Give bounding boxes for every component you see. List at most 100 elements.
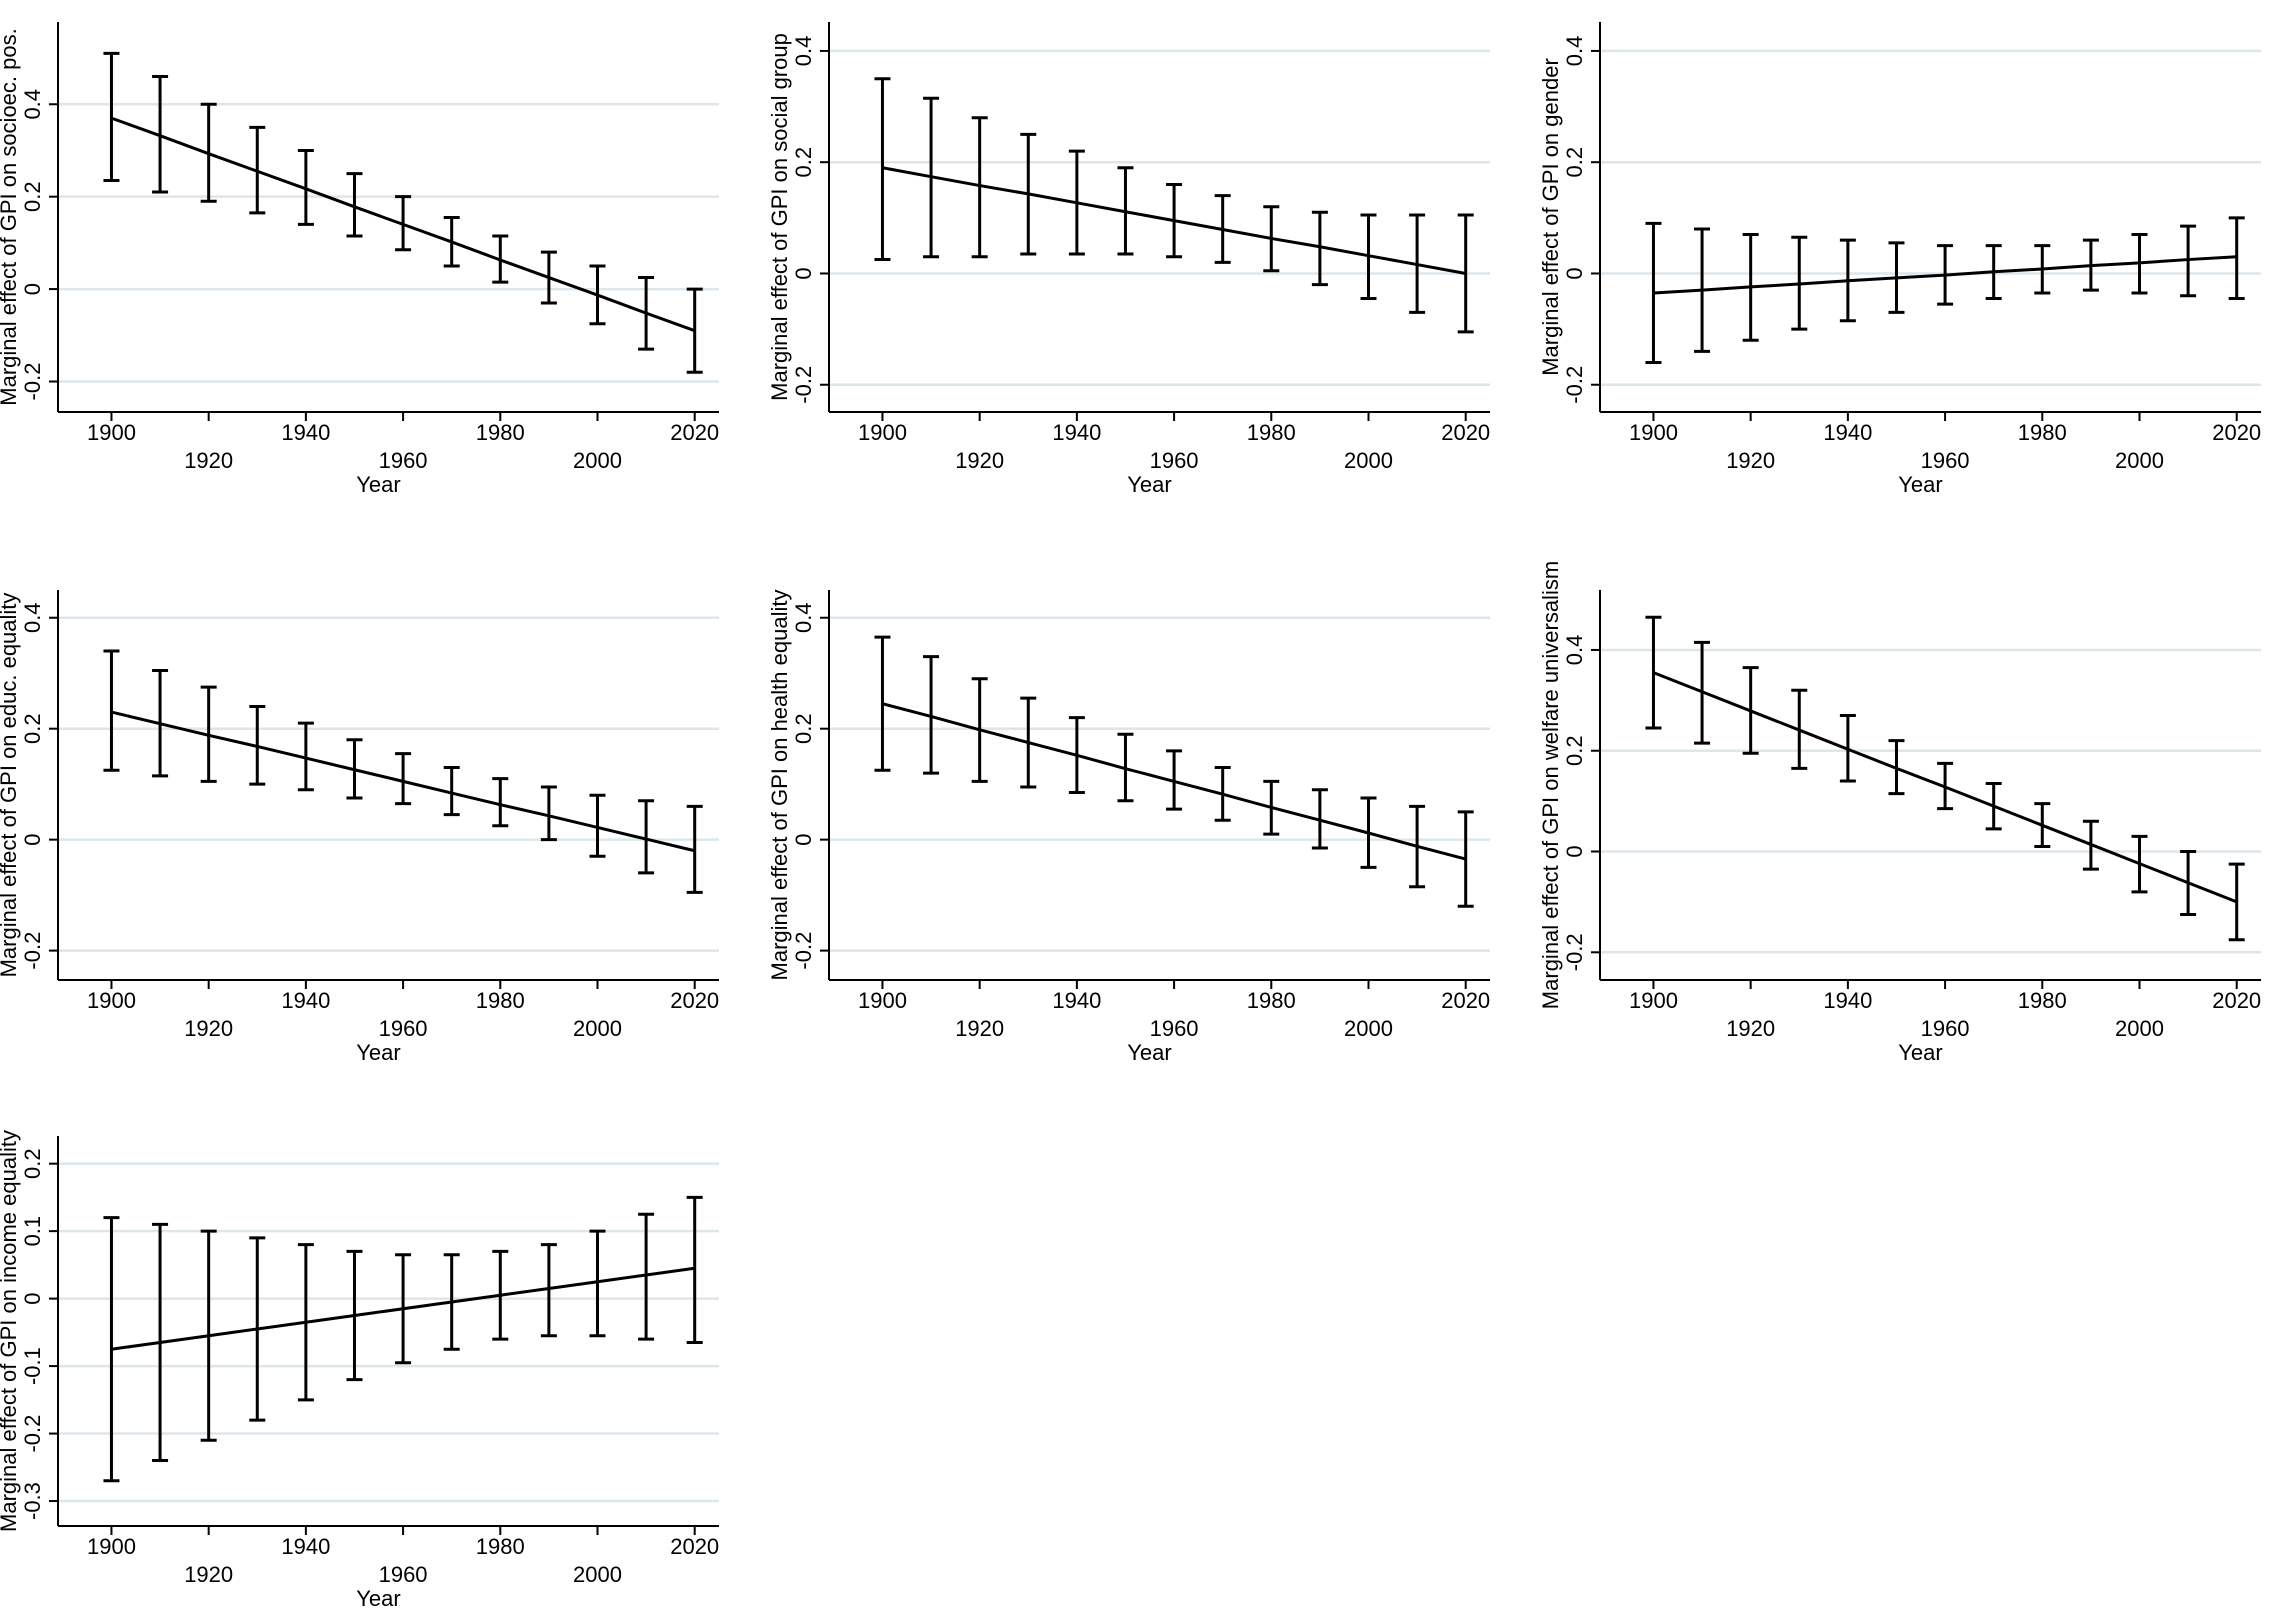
y-axis-title: Marginal effect of GPI on health equalit… bbox=[767, 590, 792, 981]
x-tick-label: 1920 bbox=[955, 448, 1004, 473]
x-tick-label: 2020 bbox=[670, 1534, 719, 1559]
x-tick-label: 1920 bbox=[955, 1016, 1004, 1041]
line bbox=[1653, 255, 2237, 295]
y-tick-label: 0.2 bbox=[791, 713, 816, 744]
x-tick-label: 1920 bbox=[1726, 1016, 1775, 1041]
y-tick-label: 0.4 bbox=[20, 89, 45, 120]
x-tick-label: 1940 bbox=[1823, 988, 1872, 1013]
x-tick-label: 1900 bbox=[87, 420, 136, 445]
y-tick-label: 0.4 bbox=[1562, 36, 1587, 67]
x-tick-label: 2020 bbox=[2212, 420, 2261, 445]
y-tick-label: 0 bbox=[20, 283, 45, 295]
y-axis-title: Marginal effect of GPI on welfare univer… bbox=[1538, 561, 1563, 1009]
x-tick-label: 1900 bbox=[1629, 988, 1678, 1013]
x-tick-label: 2000 bbox=[1344, 448, 1393, 473]
error-bar bbox=[1311, 210, 1328, 287]
panel: -0.3 -0.2 -0.1 0 0.1 0.2 1900 1920 1940 1960 1980 2… bbox=[0, 1130, 719, 1611]
panel: -0.2 0 0.2 0.4 1900 1920 1940 1960 1980 2000 2020 Y… bbox=[1538, 22, 2261, 497]
x-tick-label: 1960 bbox=[379, 448, 428, 473]
line bbox=[882, 166, 1466, 275]
x-axis-title: Year bbox=[1127, 472, 1171, 497]
x-tick-label: 2020 bbox=[2212, 988, 2261, 1013]
x-axis-title: Year bbox=[1127, 1040, 1171, 1065]
x-tick-label: 2020 bbox=[1441, 420, 1490, 445]
y-tick-label: 0.2 bbox=[20, 713, 45, 744]
y-tick-label: 0.2 bbox=[20, 1148, 45, 1179]
y-tick-label: 0.1 bbox=[20, 1216, 45, 1247]
y-tick-label: -0.2 bbox=[791, 366, 816, 404]
x-axis-title: Year bbox=[1898, 472, 1942, 497]
x-tick-label: 1920 bbox=[1726, 448, 1775, 473]
line bbox=[110, 116, 696, 333]
x-tick-label: 1940 bbox=[281, 420, 330, 445]
y-axis-title: Marginal effect of GPI on educ. equality bbox=[0, 593, 21, 978]
x-tick-label: 1940 bbox=[1052, 420, 1101, 445]
y-tick-label: 0.2 bbox=[1562, 147, 1587, 178]
panel: -0.2 0 0.2 0.4 1900 1920 1940 1960 1980 2000 2020 Y… bbox=[1538, 561, 2261, 1065]
error-bar bbox=[443, 766, 460, 817]
x-tick-label: 1960 bbox=[1150, 1016, 1199, 1041]
x-tick-label: 1920 bbox=[184, 448, 233, 473]
error-bar bbox=[297, 721, 314, 792]
error-bar bbox=[346, 172, 363, 238]
y-tick-label: 0.4 bbox=[20, 602, 45, 633]
x-tick-label: 2000 bbox=[1344, 1016, 1393, 1041]
y-tick-label: 0.4 bbox=[791, 36, 816, 67]
y-tick-label: 0.2 bbox=[791, 147, 816, 178]
panel: -0.2 0 0.2 0.4 1900 1920 1940 1960 1980 2000 2020 Y… bbox=[0, 22, 719, 497]
x-tick-label: 1940 bbox=[281, 1534, 330, 1559]
x-tick-label: 1940 bbox=[1052, 988, 1101, 1013]
x-tick-label: 1960 bbox=[1921, 1016, 1970, 1041]
error-bar bbox=[1645, 221, 1662, 364]
x-tick-label: 1900 bbox=[858, 420, 907, 445]
x-tick-label: 2000 bbox=[573, 1562, 622, 1587]
y-axis-title: Marginal effect of GPI on gender bbox=[1538, 58, 1563, 376]
error-bar bbox=[638, 1212, 655, 1341]
panel: -0.2 0 0.2 0.4 1900 1920 1940 1960 1980 2000 2020 Y… bbox=[767, 590, 1490, 1065]
x-tick-label: 1900 bbox=[858, 988, 907, 1013]
x-tick-label: 1960 bbox=[1150, 448, 1199, 473]
y-tick-label: -0.2 bbox=[1562, 933, 1587, 971]
x-tick-label: 2000 bbox=[2115, 448, 2164, 473]
error-bar bbox=[686, 1195, 703, 1344]
error-bar bbox=[540, 1243, 557, 1338]
x-tick-label: 2020 bbox=[670, 988, 719, 1013]
x-tick-label: 1980 bbox=[2018, 988, 2067, 1013]
error-bar bbox=[971, 116, 988, 259]
error-bar bbox=[923, 655, 940, 775]
x-tick-label: 1900 bbox=[87, 1534, 136, 1559]
x-tick-label: 1940 bbox=[281, 988, 330, 1013]
panel: -0.2 0 0.2 0.4 1900 1920 1940 1960 1980 2000 2020 Y… bbox=[767, 22, 1490, 497]
line bbox=[1652, 671, 2238, 904]
x-tick-label: 2020 bbox=[670, 420, 719, 445]
y-tick-label: 0.4 bbox=[1562, 635, 1587, 666]
x-tick-label: 2000 bbox=[573, 448, 622, 473]
y-tick-label: 0.4 bbox=[791, 602, 816, 633]
line bbox=[111, 710, 696, 853]
x-tick-label: 1960 bbox=[379, 1562, 428, 1587]
x-tick-label: 2000 bbox=[573, 1016, 622, 1041]
x-tick-label: 1940 bbox=[1823, 420, 1872, 445]
x-tick-label: 1900 bbox=[1629, 420, 1678, 445]
y-tick-label: 0.2 bbox=[1562, 735, 1587, 766]
x-tick-label: 1980 bbox=[476, 420, 525, 445]
y-tick-label: 0 bbox=[20, 1292, 45, 1304]
x-tick-label: 1980 bbox=[1247, 420, 1296, 445]
y-tick-label: 0 bbox=[791, 267, 816, 279]
y-axis-title: Marginal effect of GPI on social group bbox=[767, 33, 792, 401]
x-axis-title: Year bbox=[356, 1586, 400, 1611]
y-tick-label: 0 bbox=[1562, 267, 1587, 279]
error-bar bbox=[589, 793, 606, 858]
y-axis-title: Marginal effect of GPI on income equalit… bbox=[0, 1130, 21, 1532]
y-tick-label: -0.2 bbox=[791, 932, 816, 970]
y-tick-label: 0.2 bbox=[20, 181, 45, 212]
y-tick-label: -0.3 bbox=[20, 1482, 45, 1520]
x-tick-label: 1980 bbox=[2018, 420, 2067, 445]
y-tick-label: 0 bbox=[20, 834, 45, 846]
x-tick-label: 1960 bbox=[379, 1016, 428, 1041]
y-axis-title: Marginal effect of GPI on socioec. pos. bbox=[0, 28, 21, 405]
error-bar bbox=[638, 799, 655, 875]
error-bar bbox=[589, 1229, 606, 1338]
error-bar bbox=[103, 649, 120, 772]
